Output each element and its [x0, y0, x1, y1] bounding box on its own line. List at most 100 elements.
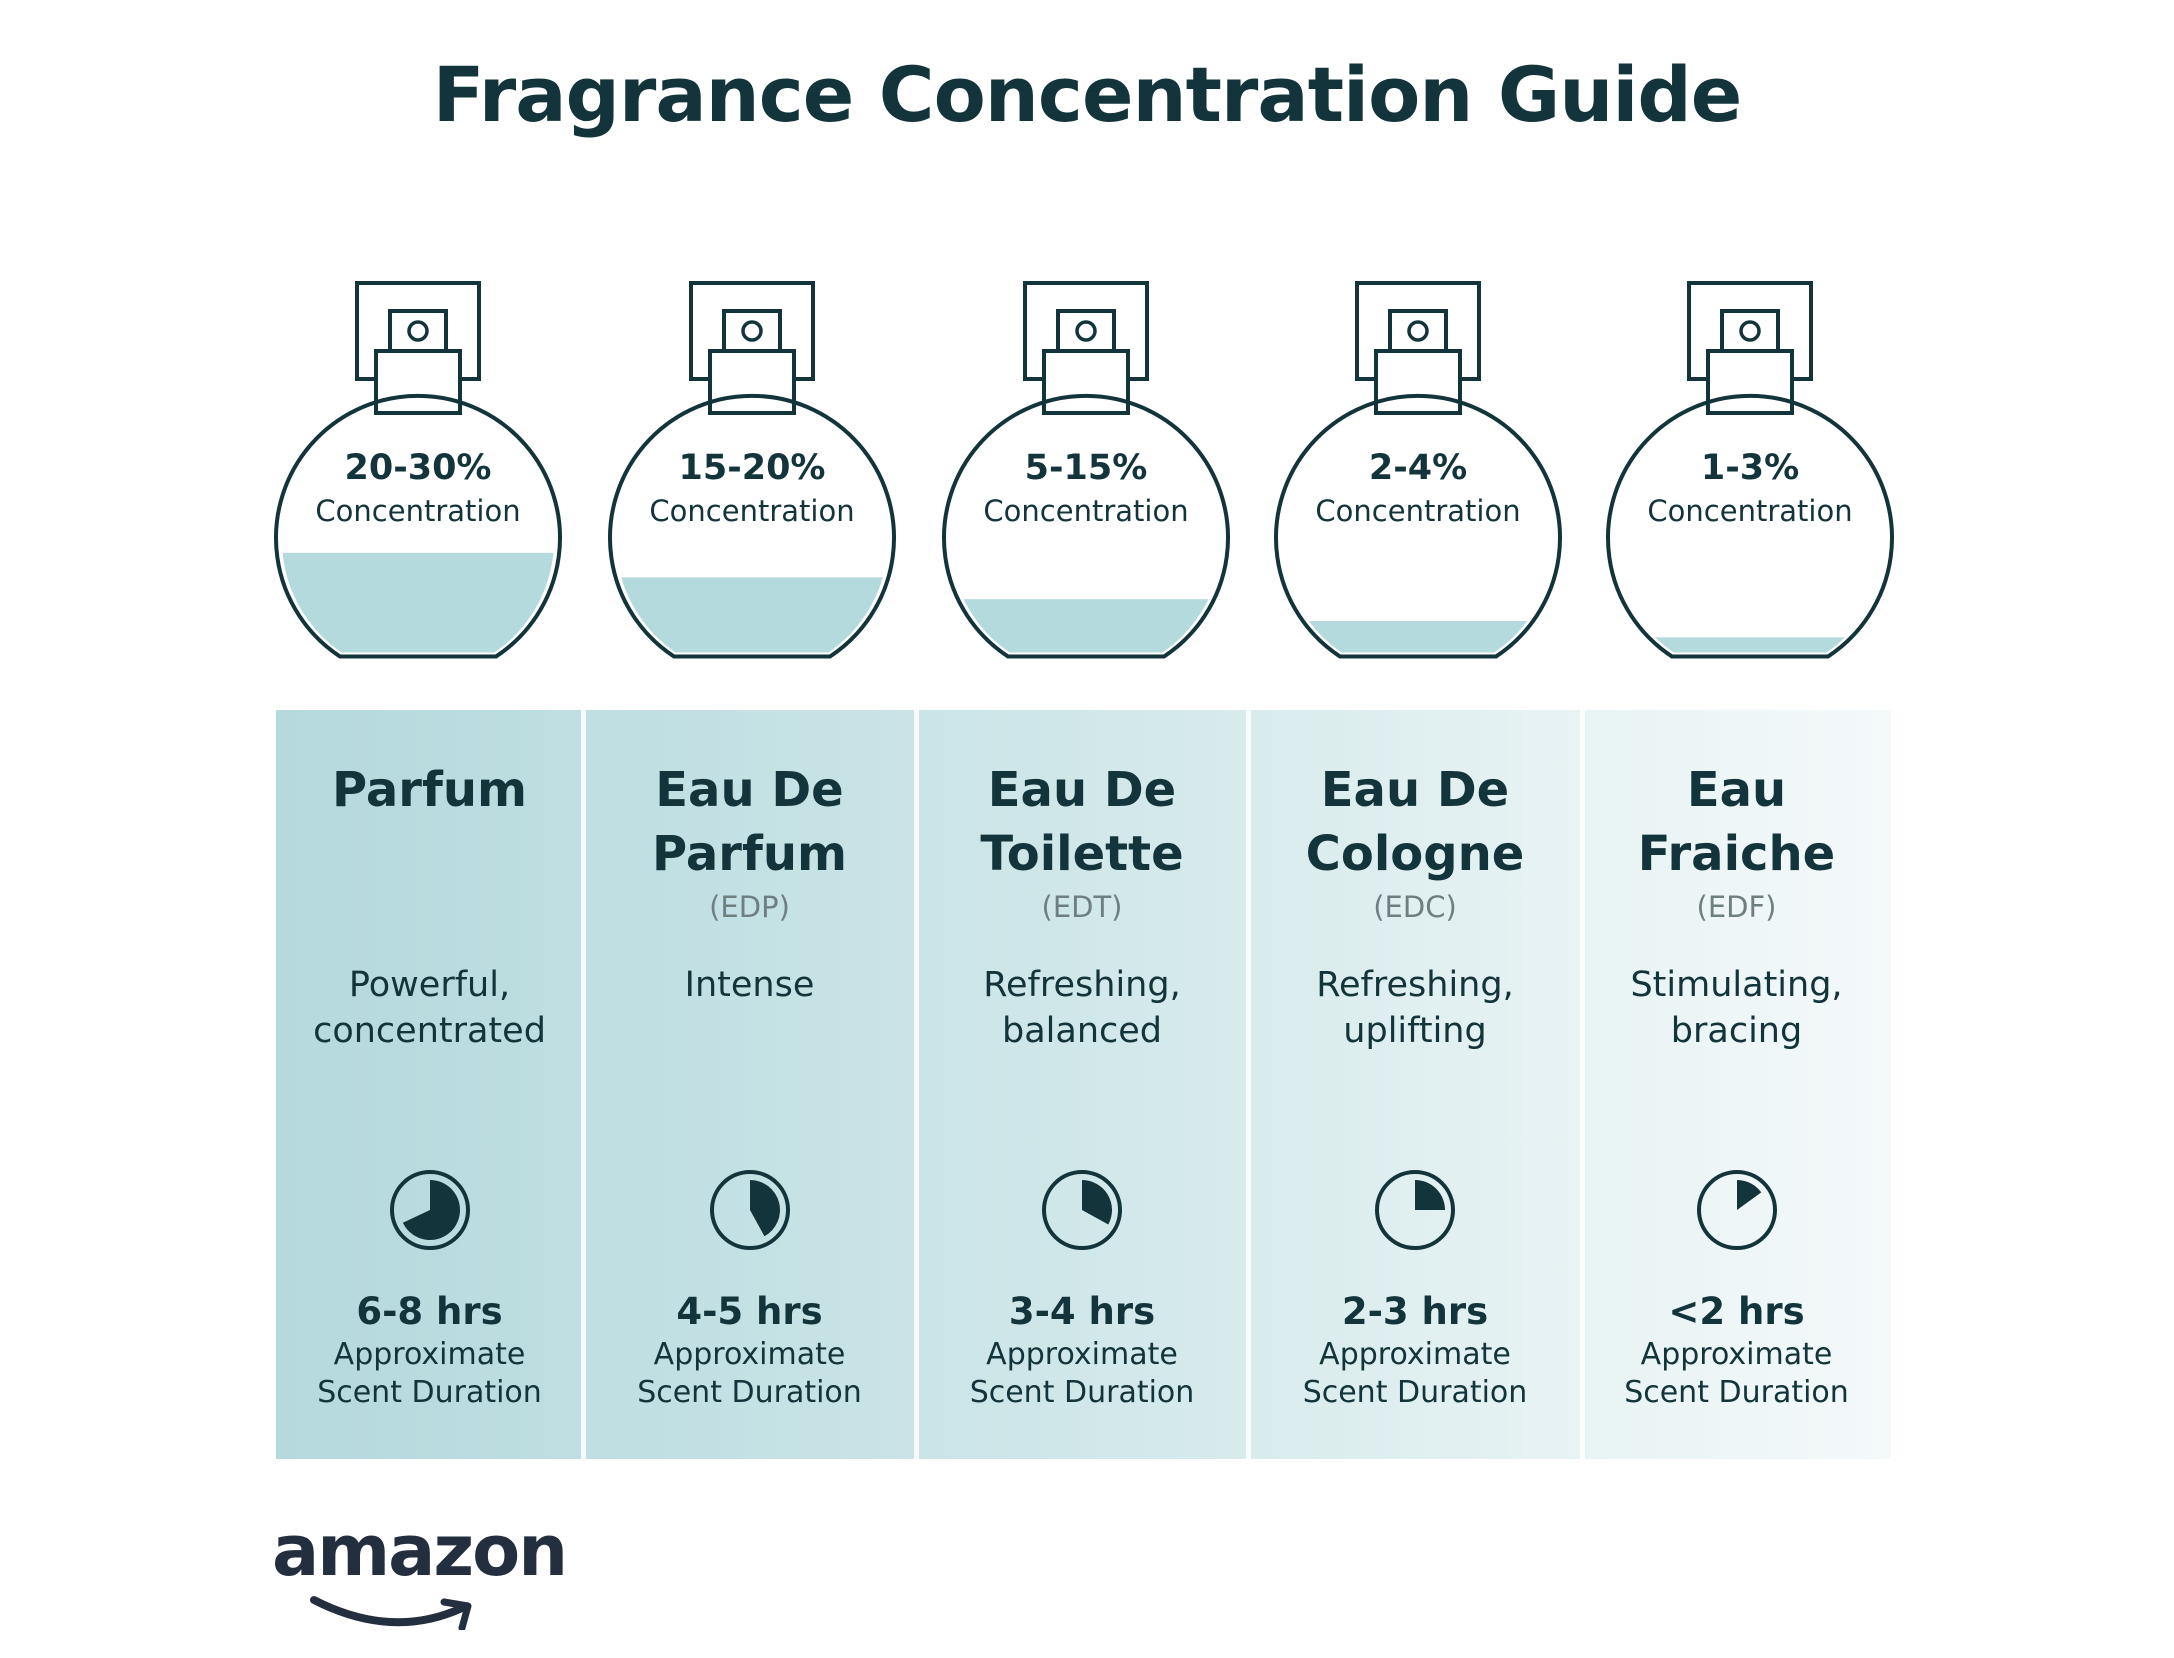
column-divider [1246, 710, 1251, 1459]
description: Refreshing, uplifting [1248, 962, 1582, 1054]
concentration-label: Concentration [315, 494, 521, 528]
fragrance-column-1: Parfum Powerful, concentrated 6-8 hrs App… [276, 710, 583, 1459]
name-line-1: Eau De [1320, 762, 1510, 818]
bottle-icon [1274, 281, 1562, 659]
liquid-fill [1282, 620, 1554, 653]
bottle-3: 5-15% Concentration [936, 280, 1236, 670]
abbreviation: (EDF) [1696, 890, 1777, 924]
description: Intense [583, 962, 916, 1008]
fragrance-name: Parfum [276, 758, 583, 822]
duration-label: Approximate Scent Duration [583, 1336, 916, 1412]
duration-wedge [1082, 1180, 1112, 1225]
duration-label-line-2: Scent Duration [1302, 1375, 1528, 1410]
fragrance-name: Eau De Parfum [583, 758, 916, 886]
clock-icon [1375, 1170, 1455, 1250]
abbreviation: (EDP) [709, 890, 790, 924]
duration-label-line-1: Approximate [653, 1337, 846, 1372]
column-divider [581, 710, 586, 1459]
fragrance-name: Eau De Toilette [916, 758, 1248, 886]
desc-line-2: concentrated [313, 1011, 546, 1051]
concentration-label: Concentration [983, 494, 1189, 528]
smile-arrow-icon [310, 1596, 472, 1630]
desc-line-1: Stimulating, [1630, 965, 1843, 1005]
concentration-value: 15-20% [678, 448, 826, 488]
fragrance-column-5: Eau Fraiche (EDF) Stimulating, bracing <2 … [1582, 710, 1891, 1459]
fragrance-name: Eau De Cologne [1248, 758, 1582, 886]
duration-label: Approximate Scent Duration [276, 1336, 583, 1412]
duration-wedge [749, 1180, 780, 1237]
duration-label-line-2: Scent Duration [969, 1375, 1195, 1410]
clock-icon [709, 1170, 790, 1250]
amazon-logo: amazon [272, 1510, 572, 1630]
fragrance-column-2: Eau De Parfum (EDP) Intense 4-5 hrs Appro… [583, 710, 916, 1459]
clock-icon [1042, 1170, 1122, 1250]
bottle-5: 1-3% Concentration [1600, 280, 1900, 670]
duration-value: 4-5 hrs [676, 1290, 823, 1333]
duration-label-line-1: Approximate [333, 1337, 526, 1372]
concentration-label: Concentration [1647, 494, 1853, 528]
fragrance-name: Eau Fraiche [1582, 758, 1891, 886]
bottle-icon [274, 281, 562, 659]
name-line-2: Fraiche [1637, 826, 1836, 882]
name-line-1: Parfum [331, 762, 528, 818]
concentration-value: 5-15% [1024, 448, 1148, 488]
bottle-4: 2-4% Concentration [1268, 280, 1568, 670]
duration-value: <2 hrs [1668, 1290, 1805, 1333]
description: Refreshing, balanced [916, 962, 1248, 1054]
duration-label-line-2: Scent Duration [1624, 1375, 1849, 1410]
liquid-fill [282, 552, 554, 653]
desc-line-2: uplifting [1343, 1011, 1487, 1051]
liquid-fill [1614, 637, 1886, 653]
desc-line-1: Refreshing, [983, 965, 1181, 1005]
duration-label-line-1: Approximate [1319, 1337, 1511, 1372]
clock-icon [389, 1170, 470, 1250]
column-divider [1580, 710, 1585, 1459]
concentration-value: 1-3% [1700, 448, 1800, 488]
bottle-2: 15-20% Concentration [602, 280, 902, 670]
name-line-2: Cologne [1305, 826, 1525, 882]
bottle-icon [608, 281, 896, 659]
desc-line-1: Intense [684, 965, 815, 1005]
duration-value: 2-3 hrs [1341, 1290, 1489, 1333]
name-line-1: Eau De [987, 762, 1177, 818]
duration-value: 6-8 hrs [356, 1290, 503, 1333]
duration-wedge [1736, 1180, 1761, 1210]
liquid-fill [950, 599, 1222, 653]
desc-line-1: Refreshing, [1316, 965, 1514, 1005]
duration-label: Approximate Scent Duration [916, 1336, 1248, 1412]
duration-label: Approximate Scent Duration [1582, 1336, 1891, 1412]
duration-label-line-2: Scent Duration [637, 1375, 862, 1410]
concentration-value: 2-4% [1368, 448, 1468, 488]
bottle-icon [1606, 281, 1894, 659]
duration-wedge [1415, 1180, 1445, 1210]
fragrance-column-3: Eau De Toilette (EDT) Refreshing, balanced… [916, 710, 1248, 1459]
duration-label-line-1: Approximate [1640, 1337, 1833, 1372]
bottle-icon [942, 281, 1230, 659]
description: Stimulating, bracing [1582, 962, 1891, 1054]
desc-line-2: bracing [1670, 1011, 1803, 1051]
column-divider [914, 710, 919, 1459]
name-line-1: Eau [1686, 762, 1787, 818]
duration-label: Approximate Scent Duration [1248, 1336, 1582, 1412]
abbreviation: (EDC) [1373, 890, 1457, 924]
fragrance-column-4: Eau De Cologne (EDC) Refreshing, uplifting… [1248, 710, 1582, 1459]
logo-text: amazon [272, 1510, 568, 1592]
fragrance-table: Parfum Powerful, concentrated 6-8 hrs App… [276, 710, 1891, 1459]
concentration-value: 20-30% [344, 448, 492, 488]
desc-line-2: balanced [1001, 1011, 1162, 1051]
bottle-1: 20-30% Concentration [268, 280, 568, 670]
duration-label-line-2: Scent Duration [317, 1375, 542, 1410]
liquid-fill [616, 577, 888, 653]
concentration-label: Concentration [1315, 494, 1521, 528]
description: Powerful, concentrated [276, 962, 583, 1054]
duration-value: 3-4 hrs [1008, 1290, 1156, 1333]
name-line-1: Eau De [655, 762, 844, 818]
name-line-2: Toilette [980, 826, 1184, 882]
clock-icon [1696, 1170, 1777, 1250]
page-title: Fragrance Concentration Guide [432, 50, 1743, 139]
concentration-label: Concentration [649, 494, 855, 528]
desc-line-1: Powerful, [348, 965, 511, 1005]
duration-label-line-1: Approximate [986, 1337, 1178, 1372]
abbreviation: (EDT) [1041, 890, 1123, 924]
name-line-2: Parfum [651, 826, 848, 882]
